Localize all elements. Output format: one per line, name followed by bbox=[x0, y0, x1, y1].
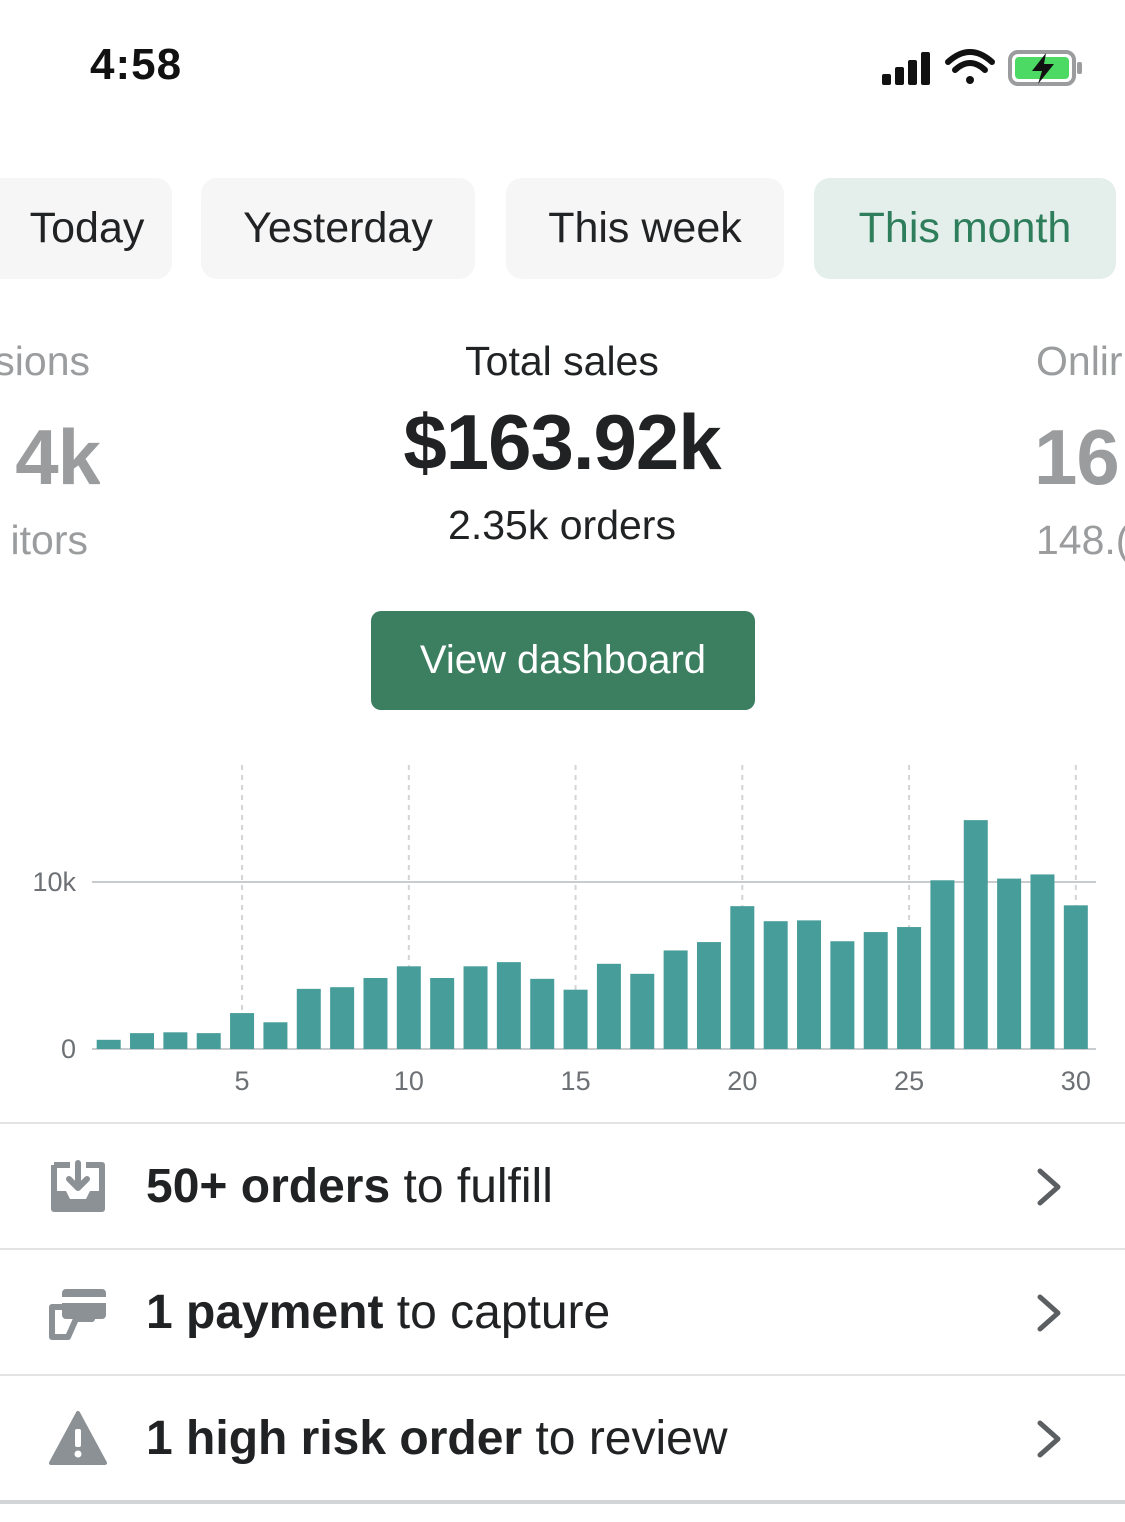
chart-bar bbox=[130, 1033, 155, 1049]
x-tick-label: 30 bbox=[1061, 1066, 1091, 1096]
tab-this-week[interactable]: This week bbox=[506, 178, 784, 279]
x-tick-label: 20 bbox=[727, 1066, 757, 1096]
warning-triangle-icon bbox=[49, 1411, 107, 1465]
chart-bar bbox=[563, 989, 588, 1049]
y-tick-label: 0 bbox=[61, 1034, 76, 1064]
task-text: 50+ orders to fulfill bbox=[146, 1124, 553, 1250]
chart-bar bbox=[897, 927, 922, 1049]
chart-bar bbox=[930, 880, 955, 1049]
task-count: 1 high risk order bbox=[146, 1412, 523, 1465]
chart-bar bbox=[263, 1022, 288, 1049]
chart-bar bbox=[163, 1032, 188, 1049]
chart-bar bbox=[663, 950, 688, 1049]
x-tick-label: 5 bbox=[235, 1066, 250, 1096]
cellular-signal-icon bbox=[882, 52, 930, 85]
chart-bar bbox=[963, 820, 988, 1049]
view-dashboard-button[interactable]: View dashboard bbox=[371, 611, 755, 710]
credit-card-icon bbox=[49, 1289, 106, 1340]
chart-bar bbox=[363, 978, 388, 1049]
chart-bar bbox=[830, 941, 855, 1049]
status-time: 4:58 bbox=[90, 40, 183, 89]
chart-bar bbox=[696, 942, 721, 1049]
task-text: 1 payment to capture bbox=[146, 1250, 610, 1376]
task-count: 50+ orders bbox=[146, 1160, 391, 1213]
y-tick-label: 10k bbox=[32, 867, 76, 897]
tab-label: This month bbox=[858, 204, 1072, 252]
task-payment-to-capture[interactable]: 1 payment to capture bbox=[0, 1248, 1125, 1376]
chart-bar bbox=[463, 966, 488, 1049]
tab-yesterday[interactable]: Yesterday bbox=[201, 178, 475, 279]
chevron-right-icon bbox=[1037, 1420, 1061, 1458]
x-tick-label: 15 bbox=[561, 1066, 591, 1096]
tab-label: Today bbox=[29, 204, 145, 252]
chart-bar bbox=[596, 963, 621, 1049]
chart-bar bbox=[630, 973, 655, 1049]
task-orders-to-fulfill[interactable]: 50+ orders to fulfill bbox=[0, 1122, 1125, 1250]
x-tick-label: 10 bbox=[394, 1066, 424, 1096]
chart-bar bbox=[196, 1033, 221, 1049]
chart-bar bbox=[296, 988, 321, 1049]
wifi-icon bbox=[945, 49, 995, 84]
chart-bar bbox=[1030, 874, 1055, 1049]
tray-download-icon bbox=[51, 1160, 105, 1212]
task-rest: to capture bbox=[383, 1286, 611, 1339]
sales-chart: 0 10k 5 10 15 20 25 30 bbox=[32, 765, 1096, 1096]
metric-value: 16 bbox=[1034, 413, 1120, 501]
chart-bar bbox=[230, 1013, 255, 1049]
total-sales-value: $163.92k bbox=[403, 398, 721, 486]
battery-charging-icon bbox=[1008, 50, 1082, 86]
chart-bar bbox=[96, 1039, 121, 1049]
total-sales-label: Total sales bbox=[465, 338, 659, 384]
chart-bar bbox=[797, 920, 822, 1049]
chart-bar bbox=[530, 978, 555, 1049]
chart-bar bbox=[863, 932, 888, 1049]
metric-value: 4k bbox=[15, 413, 100, 501]
chart-bar bbox=[997, 878, 1022, 1049]
tab-this-month[interactable]: This month bbox=[814, 178, 1116, 279]
task-high-risk-order[interactable]: 1 high risk order to review bbox=[0, 1374, 1125, 1502]
task-rest: to fulfill bbox=[390, 1160, 553, 1213]
chart-bar bbox=[396, 966, 421, 1049]
metric-sub: 148.( bbox=[1036, 517, 1125, 563]
metric-label: Onlir bbox=[1036, 338, 1123, 384]
chart-bar bbox=[330, 987, 355, 1049]
chart-bar bbox=[496, 962, 521, 1049]
task-rest: to review bbox=[522, 1412, 728, 1465]
metric-card-sessions[interactable]: sions bbox=[0, 338, 190, 385]
task-count: 1 payment bbox=[146, 1286, 384, 1339]
chevron-right-icon bbox=[1037, 1294, 1061, 1332]
chart-bar bbox=[430, 978, 455, 1049]
metric-sub: itors bbox=[10, 517, 88, 563]
chart-bar bbox=[763, 921, 788, 1049]
bottom-divider bbox=[0, 1500, 1125, 1504]
chevron-right-icon bbox=[1037, 1168, 1061, 1206]
tab-today[interactable]: Today bbox=[0, 178, 172, 279]
chart-bar bbox=[730, 906, 755, 1049]
metric-card-total-sales[interactable]: Total sales $163.92k 2.35k orders bbox=[312, 338, 812, 549]
x-tick-label: 25 bbox=[894, 1066, 924, 1096]
task-text: 1 high risk order to review bbox=[146, 1376, 728, 1502]
tab-label: This week bbox=[548, 204, 742, 252]
chart-bar bbox=[1063, 905, 1088, 1049]
status-icons bbox=[882, 49, 1082, 86]
orders-count: 2.35k orders bbox=[448, 502, 676, 548]
tab-label: Yesterday bbox=[243, 204, 433, 252]
metric-label: sions bbox=[0, 338, 90, 384]
